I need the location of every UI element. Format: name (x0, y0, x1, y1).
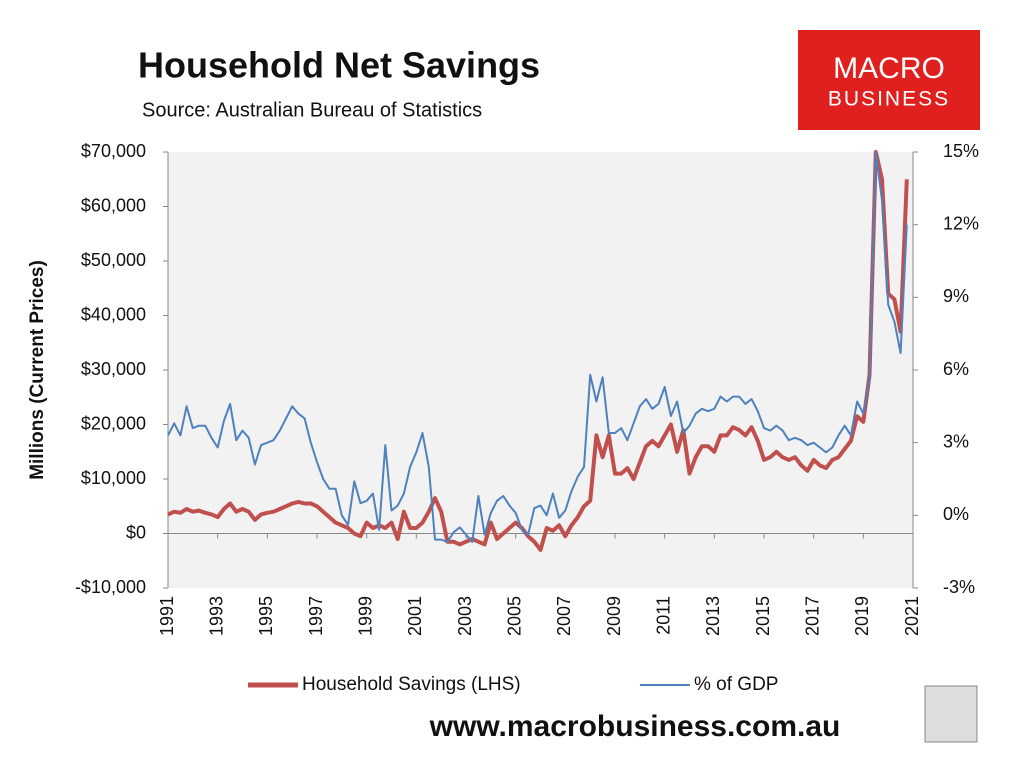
series-line (167, 151, 908, 543)
y-tick-label: $0 (126, 522, 146, 542)
x-tick-label: 2011 (653, 596, 673, 635)
x-tick-label: 2005 (504, 596, 524, 636)
y-axis-label: Millions (Current Prices) (27, 260, 48, 480)
x-tick-label: 1993 (206, 596, 226, 636)
x-tick-label: 2003 (455, 596, 475, 636)
y-tick-label: $10,000 (81, 468, 146, 488)
x-tick-label: 1999 (355, 596, 375, 636)
y-tick-label: $60,000 (81, 195, 146, 215)
y2-tick-label: -3% (943, 577, 975, 597)
x-tick-label: 2007 (554, 596, 574, 636)
x-tick-label: 2019 (852, 596, 872, 636)
logo-text: BUSINESS (828, 88, 950, 111)
x-tick-label: 2015 (753, 596, 773, 636)
logo (798, 30, 980, 130)
y-tick-label: $20,000 (81, 413, 146, 433)
footer: www.macrobusiness.com.au (429, 710, 841, 743)
y-tick-label: $40,000 (81, 304, 146, 324)
x-tick-label: 2009 (604, 596, 624, 636)
y2-tick-label: 9% (943, 286, 969, 306)
logo-text: MACRO (833, 52, 945, 85)
x-tick-label: 2001 (405, 596, 425, 636)
y2-tick-label: 15% (943, 141, 979, 161)
legend-label: Household Savings (LHS) (302, 674, 521, 695)
y2-tick-label: 6% (943, 359, 969, 379)
y-tick-label: $50,000 (81, 250, 146, 270)
x-tick-label: 1997 (306, 596, 326, 636)
x-tick-label: 2021 (902, 596, 922, 636)
y2-tick-label: 12% (943, 213, 979, 233)
chart-subtitle: Source: Australian Bureau of Statistics (142, 99, 482, 121)
wolf-icon (924, 685, 978, 743)
y-tick-label: -$10,000 (75, 577, 146, 597)
x-tick-label: 2017 (802, 596, 822, 636)
plot-area (168, 152, 913, 588)
x-tick-label: 2013 (703, 596, 723, 636)
x-tick-label: 1991 (157, 596, 177, 636)
x-tick-label: 1995 (256, 596, 276, 636)
y-tick-label: $30,000 (81, 359, 146, 379)
y2-tick-label: 0% (943, 504, 969, 524)
chart-title: Household Net Savings (138, 45, 540, 86)
y-tick-label: $70,000 (81, 141, 146, 161)
y2-tick-label: 3% (943, 431, 969, 451)
series-line (167, 150, 909, 552)
legend-label: % of GDP (694, 674, 778, 695)
